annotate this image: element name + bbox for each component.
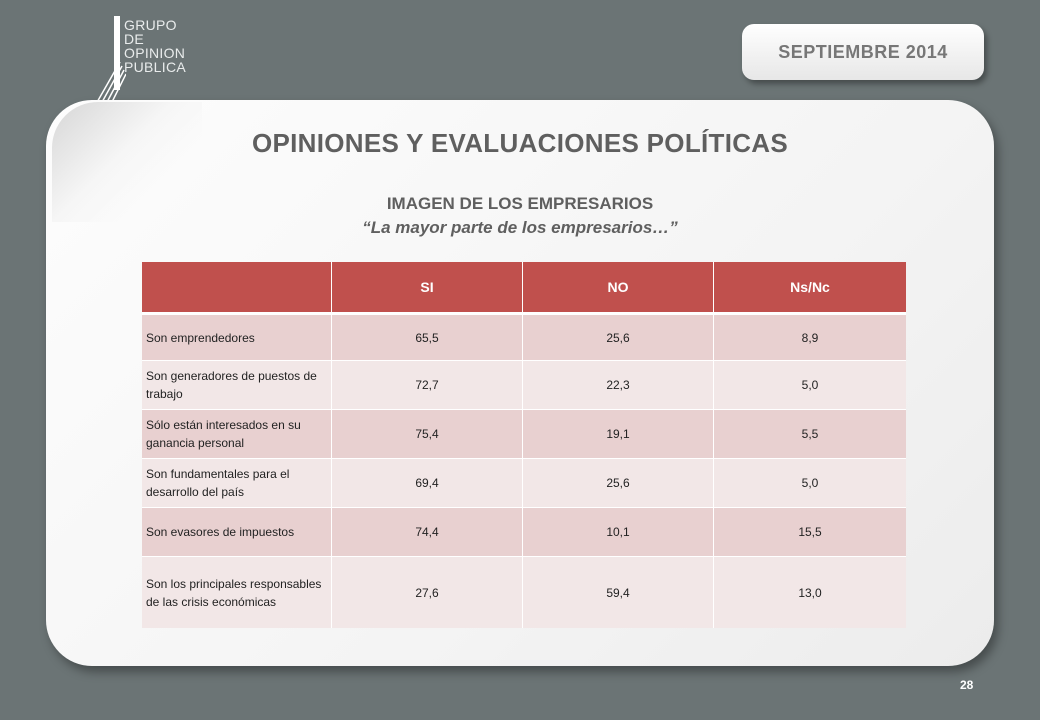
row-label: Son los principales responsables de las … [142, 556, 332, 628]
header-cell-no: NO [523, 262, 714, 312]
row-label: Sólo están interesados en su ganancia pe… [142, 409, 332, 458]
grupo-opinion-publica-logo: GRUPO DE OPINION PUBLICA [96, 14, 206, 104]
page-curl [52, 102, 202, 222]
cell-si: 75,4 [332, 409, 523, 458]
cell-nsnc: 5,5 [714, 409, 906, 458]
cell-nsnc: 5,0 [714, 458, 906, 507]
cell-si: 72,7 [332, 360, 523, 409]
cell-si: 74,4 [332, 507, 523, 556]
cell-no: 19,1 [523, 409, 714, 458]
table-row: Son fundamentales para el desarrollo del… [142, 458, 906, 507]
cell-nsnc: 13,0 [714, 556, 906, 628]
cell-nsnc: 15,5 [714, 507, 906, 556]
cell-no: 22,3 [523, 360, 714, 409]
header-cell-si: SI [332, 262, 523, 312]
cell-no: 59,4 [523, 556, 714, 628]
table-row: Sólo están interesados en su ganancia pe… [142, 409, 906, 458]
header-cell-empty [142, 262, 332, 312]
table-row: Son evasores de impuestos 74,4 10,1 15,5 [142, 507, 906, 556]
table-row: Son emprendedores 65,5 25,6 8,9 [142, 314, 906, 360]
cell-si: 69,4 [332, 458, 523, 507]
results-table: SI NO Ns/Nc Son emprendedores 65,5 25,6 … [142, 262, 906, 628]
cell-si: 27,6 [332, 556, 523, 628]
cell-no: 25,6 [523, 458, 714, 507]
row-label: Son fundamentales para el desarrollo del… [142, 458, 332, 507]
cell-no: 10,1 [523, 507, 714, 556]
table-header-row: SI NO Ns/Nc [142, 262, 906, 312]
cell-nsnc: 8,9 [714, 314, 906, 360]
table-row: Son los principales responsables de las … [142, 556, 906, 628]
subtitle-quote: “La mayor parte de los empresarios…” [362, 218, 678, 237]
cell-nsnc: 5,0 [714, 360, 906, 409]
subtitle-line: IMAGEN DE LOS EMPRESARIOS [386, 194, 654, 213]
cell-si: 65,5 [332, 314, 523, 360]
date-badge: SEPTIEMBRE 2014 [742, 24, 984, 80]
section-subtitle: IMAGEN DE LOS EMPRESARIOS “La mayor part… [0, 192, 1040, 240]
cell-no: 25,6 [523, 314, 714, 360]
logo-line: GRUPO [124, 17, 177, 33]
logo-line: PUBLICA [124, 59, 187, 75]
header-cell-nsnc: Ns/Nc [714, 262, 906, 312]
row-label: Son evasores de impuestos [142, 507, 332, 556]
table-row: Son generadores de puestos de trabajo 72… [142, 360, 906, 409]
logo-bar [114, 16, 120, 90]
row-label: Son emprendedores [142, 314, 332, 360]
logo-line: OPINION [124, 45, 186, 61]
logo-text: GRUPO DE OPINION PUBLICA [124, 18, 186, 74]
page-title: OPINIONES Y EVALUACIONES POLÍTICAS [251, 128, 789, 158]
page-number: 28 [960, 678, 974, 692]
logo-line: DE [124, 31, 145, 47]
logo-lines-icon [96, 61, 126, 104]
row-label: Son generadores de puestos de trabajo [142, 360, 332, 409]
